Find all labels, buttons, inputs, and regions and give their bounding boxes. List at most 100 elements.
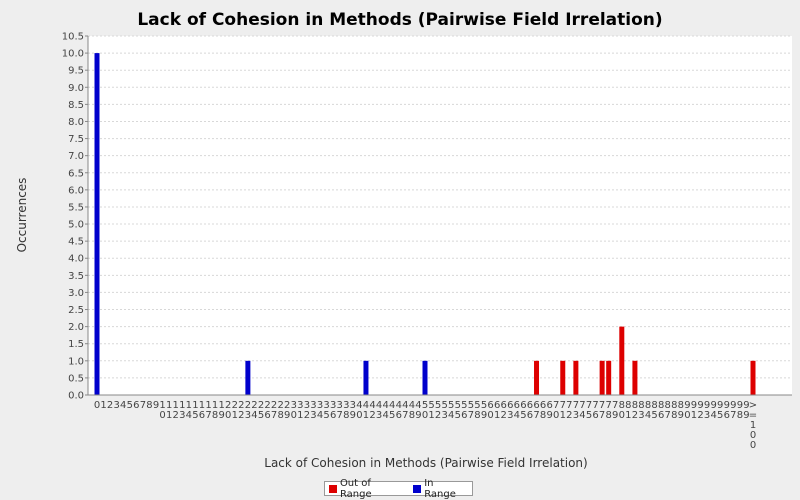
x-tick-label: 1 <box>199 400 205 411</box>
x-tick-label: 8 <box>671 410 677 421</box>
x-tick-label: 2 <box>258 400 264 411</box>
x-tick-label: 8 <box>651 400 657 411</box>
y-tick-label: 10.0 <box>62 49 84 60</box>
x-tick-label: 8 <box>638 400 644 411</box>
x-tick-label: 7 <box>337 410 343 421</box>
x-tick-label: 2 <box>304 410 310 421</box>
x-tick-label: 9 <box>612 410 618 421</box>
x-tick-label: 6 <box>546 400 552 411</box>
x-tick-label: 1 <box>100 400 106 411</box>
x-tick-label: 3 <box>179 410 185 421</box>
x-tick-label: 6 <box>396 410 402 421</box>
x-tick-label: 4 <box>376 400 382 411</box>
x-tick-label: 9 <box>481 410 487 421</box>
x-tick-label: 4 <box>415 400 421 411</box>
x-tick-label: 6 <box>501 400 507 411</box>
plot-area <box>88 36 792 395</box>
x-tick-label: 6 <box>540 400 546 411</box>
x-tick-label: 1 <box>560 410 566 421</box>
x-tick-label: 3 <box>350 400 356 411</box>
x-axis-label: Lack of Cohesion in Methods (Pairwise Fi… <box>264 456 587 470</box>
x-tick-label: 3 <box>317 400 323 411</box>
x-tick-label: 2 <box>566 410 572 421</box>
legend-label-out-of-range: Out of Range <box>339 477 372 500</box>
x-tick-label: 6 <box>507 400 513 411</box>
x-tick-label: 1 <box>212 400 218 411</box>
x-tick-label: 1 <box>494 410 500 421</box>
x-tick-label: 4 <box>356 400 362 411</box>
x-tick-label: 2 <box>251 400 257 411</box>
x-tick-label: 3 <box>343 400 349 411</box>
x-tick-label: 1 <box>205 400 211 411</box>
x-tick-label: 3 <box>245 410 251 421</box>
x-tick-label: 1 <box>691 410 697 421</box>
x-tick-label: 6 <box>527 410 533 421</box>
x-tick-label: 9 <box>691 400 697 411</box>
x-tick-label: 4 <box>251 410 257 421</box>
x-tick-label: 5 <box>127 400 133 411</box>
x-tick-label: 5 <box>258 410 264 421</box>
bar-out-of-range <box>750 360 756 395</box>
y-tick-label: 4.5 <box>68 237 84 248</box>
x-tick-label: 0 <box>619 410 625 421</box>
y-tick-label: 6.0 <box>68 185 84 196</box>
y-tick-label: 7.5 <box>68 134 84 145</box>
x-tick-label: 4 <box>317 410 323 421</box>
x-tick-label: 5 <box>441 400 447 411</box>
x-tick-label: 6 <box>199 410 205 421</box>
y-tick-label: 1.5 <box>68 339 84 350</box>
x-tick-label: 8 <box>671 400 677 411</box>
bar-out-of-range <box>560 360 566 395</box>
y-tick-label: 3.5 <box>68 271 84 282</box>
chart-title: Lack of Cohesion in Methods (Pairwise Fi… <box>137 10 662 30</box>
x-tick-label: 3 <box>638 410 644 421</box>
x-tick-label: 9 <box>743 400 749 411</box>
legend-swatch-out-of-range <box>329 484 337 493</box>
x-tick-label: 2 <box>271 400 277 411</box>
x-tick-label: 7 <box>205 410 211 421</box>
x-tick-label: 9 <box>350 410 356 421</box>
y-axis-label: Occurrences <box>15 178 29 253</box>
x-tick-label: 6 <box>330 410 336 421</box>
x-tick-label: 8 <box>619 400 625 411</box>
x-tick-label: 4 <box>448 410 454 421</box>
x-tick-label: 6 <box>133 400 139 411</box>
x-tick-label: 5 <box>586 410 592 421</box>
x-tick-label: 8 <box>737 410 743 421</box>
x-tick-label: 7 <box>553 400 559 411</box>
x-tick-label: 1 <box>192 400 198 411</box>
x-tick-label: 0 <box>159 410 165 421</box>
bar-out-of-range <box>599 360 605 395</box>
y-tick-label: 8.0 <box>68 117 84 128</box>
x-tick-label: 0 <box>553 410 559 421</box>
x-tick-label: > <box>749 400 757 411</box>
x-tick-label: 1 <box>166 410 172 421</box>
x-tick-label: 1 <box>297 410 303 421</box>
x-tick-label: 3 <box>310 410 316 421</box>
x-tick-label: 3 <box>337 400 343 411</box>
x-tick-label: 8 <box>540 410 546 421</box>
x-tick-label: 5 <box>192 410 198 421</box>
legend-swatch-in-range <box>413 484 422 493</box>
x-tick-label: 8 <box>645 400 651 411</box>
x-tick-label: 4 <box>389 400 395 411</box>
x-tick-label: 1 <box>179 400 185 411</box>
x-tick-label: 2 <box>435 410 441 421</box>
x-tick-label: 3 <box>330 400 336 411</box>
y-tick-label: 5.0 <box>68 220 84 231</box>
x-tick-label: 4 <box>369 400 375 411</box>
x-tick-label: 2 <box>232 400 238 411</box>
x-tick-label: 3 <box>323 400 329 411</box>
x-tick-label: 5 <box>474 400 480 411</box>
x-tick-label: 3 <box>291 400 297 411</box>
x-tick-label: 5 <box>520 410 526 421</box>
x-tick-label: 2 <box>107 400 113 411</box>
x-tick-label: 1 <box>428 410 434 421</box>
bar-in-range <box>363 360 369 395</box>
bar-out-of-range <box>573 360 579 395</box>
x-tick-label: 8 <box>678 400 684 411</box>
x-tick-label: 5 <box>461 400 467 411</box>
x-tick-label: 7 <box>533 410 539 421</box>
y-tick-label: 7.0 <box>68 151 84 162</box>
x-tick-label: 7 <box>140 400 146 411</box>
